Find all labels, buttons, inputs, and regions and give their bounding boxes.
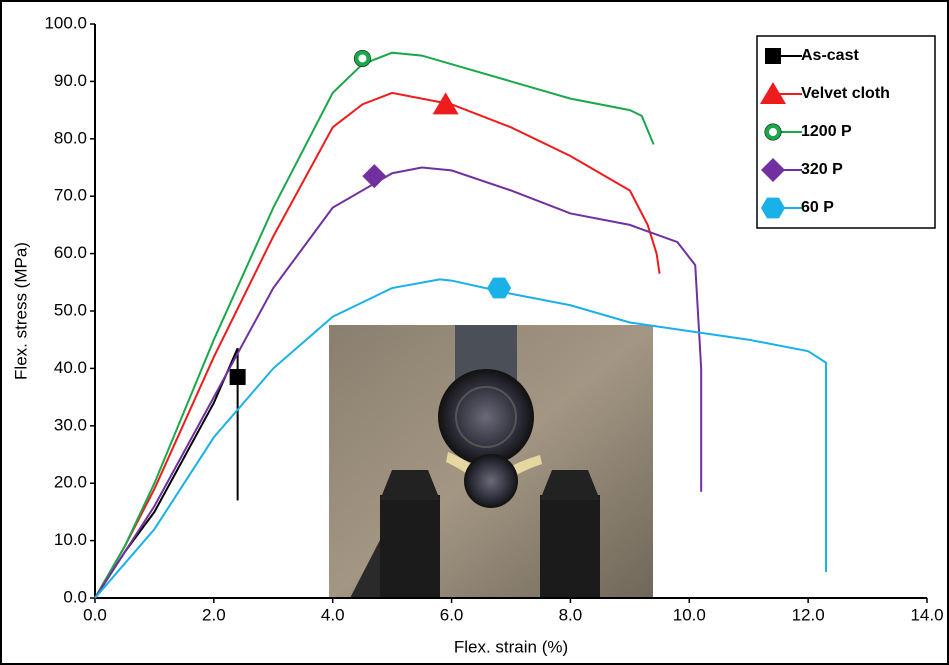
legend-marker	[761, 158, 785, 182]
legend-marker	[760, 82, 786, 104]
series-line	[94, 51, 655, 599]
legend-label: Velvet cloth	[801, 85, 890, 102]
y-tick-label: 40.0	[54, 358, 87, 377]
y-tick-label: 100.0	[44, 13, 87, 32]
marker	[487, 277, 512, 299]
x-tick-label: 0.0	[83, 605, 107, 624]
x-tick-label: 14.0	[910, 605, 943, 624]
marker	[362, 164, 387, 189]
x-axis-label: Flex. strain (%)	[454, 637, 568, 656]
legend-marker	[765, 124, 781, 140]
y-tick-label: 20.0	[54, 473, 87, 492]
x-tick-label: 12.0	[792, 605, 825, 624]
legend-marker	[765, 48, 781, 64]
legend-label: As-cast	[801, 47, 859, 64]
y-tick-label: 0.0	[63, 587, 87, 606]
y-tick-label: 30.0	[54, 415, 87, 434]
y-axis-label: Flex. stress (MPa)	[11, 242, 30, 380]
series-line	[94, 278, 827, 599]
x-tick-label: 8.0	[559, 605, 583, 624]
y-tick-label: 90.0	[54, 71, 87, 90]
marker	[432, 92, 459, 115]
y-tick-label: 50.0	[54, 300, 87, 319]
x-tick-label: 4.0	[321, 605, 345, 624]
y-tick-label: 10.0	[54, 530, 87, 549]
y-tick-label: 60.0	[54, 243, 87, 262]
y-tick-label: 80.0	[54, 128, 87, 147]
x-tick-label: 2.0	[202, 605, 226, 624]
x-tick-label: 6.0	[440, 605, 464, 624]
series-line	[94, 166, 703, 599]
marker	[229, 369, 246, 386]
y-tick-label: 70.0	[54, 186, 87, 205]
legend-label: 60 P	[801, 199, 834, 216]
marker	[354, 50, 371, 67]
inset-photo	[329, 325, 653, 598]
legend-label: 1200 P	[801, 123, 852, 140]
legend-label: 320 P	[801, 161, 843, 178]
legend-marker	[761, 197, 785, 219]
series-line	[94, 91, 661, 599]
x-tick-label: 10.0	[673, 605, 706, 624]
